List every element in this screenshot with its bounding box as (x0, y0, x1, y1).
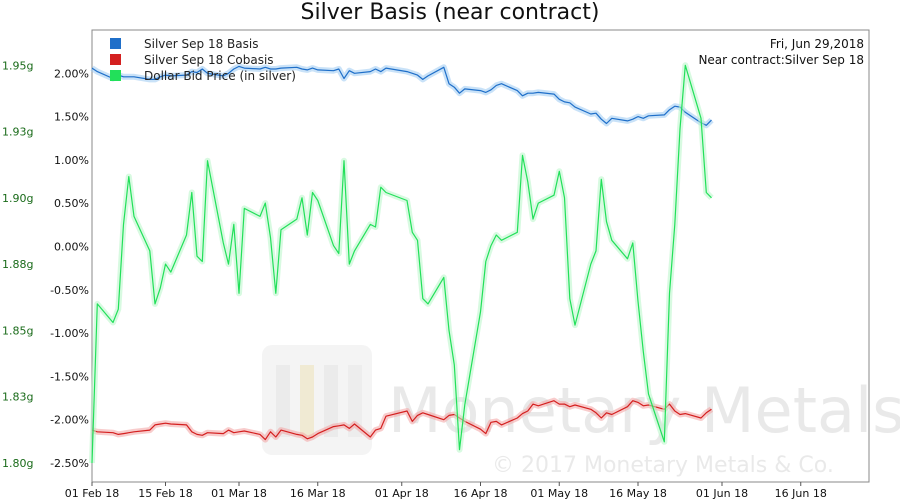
percent-tick-label: -2.50% (50, 457, 89, 470)
legend-item-dollar-bid: Dollar Bid Price (in silver) (144, 69, 296, 83)
x-tick-label: 16 May 18 (609, 487, 667, 500)
legend-item-cobasis: Silver Sep 18 Cobasis (144, 53, 274, 67)
legend-swatch-basis (110, 38, 121, 49)
basis-line (91, 65, 712, 126)
annotation-contract: Near contract:Silver Sep 18 (698, 53, 864, 67)
legend: Silver Sep 18 Basis Silver Sep 18 Cobasi… (110, 37, 296, 83)
percent-tick-label: 1.50% (54, 111, 89, 124)
x-tick-label: 15 Feb 18 (138, 487, 192, 500)
watermark-copyright: © 2017 Monetary Metals & Co. (492, 453, 834, 478)
x-tick-label: 16 Mar 18 (290, 487, 346, 500)
left-tick-label: 1.80g (2, 457, 33, 470)
watermark-logo-icon (262, 345, 372, 455)
annotation-date: Fri, Jun 29,2018 (770, 37, 864, 51)
percent-tick-label: 1.00% (54, 154, 89, 167)
left-tick-label: 1.95g (2, 59, 33, 72)
legend-swatch-cobasis (110, 54, 121, 65)
legend-item-basis: Silver Sep 18 Basis (144, 37, 258, 51)
x-tick-label: 01 Apr 18 (375, 487, 429, 500)
left-tick-label: 1.90g (2, 192, 33, 205)
percent-tick-label: -1.50% (50, 370, 89, 383)
watermark: Monetary Metals © 2017 Monetary Metals &… (262, 345, 900, 478)
x-axis: 01 Feb 18 15 Feb 18 01 Mar 18 16 Mar 18 01 A… (65, 482, 827, 500)
x-tick-label: 16 Apr 18 (453, 487, 507, 500)
percent-tick-label: 2.00% (54, 67, 89, 80)
cobasis-line (91, 400, 712, 441)
left-tick-label: 1.93g (2, 126, 33, 139)
x-tick-label: 01 May 18 (530, 487, 588, 500)
x-tick-label: 01 Jun 18 (696, 487, 748, 500)
percent-tick-label: 0.50% (54, 197, 89, 210)
x-tick-label: 01 Mar 18 (211, 487, 267, 500)
x-tick-label: 16 Jun 18 (775, 487, 827, 500)
percent-tick-label: -2.00% (50, 414, 89, 427)
left-tick-label: 1.85g (2, 324, 33, 337)
x-tick-label: 01 Feb 18 (65, 487, 119, 500)
right-axis: 2.00% 1.50% 1.00% 0.50% 0.00% -0.50% -1.00% -1.… (50, 67, 89, 470)
left-axis: 1.95g 1.93g 1.90g 1.88g 1.85g 1.83g 1.80g (2, 59, 33, 470)
left-tick-label: 1.88g (2, 258, 33, 271)
percent-tick-label: 0.00% (54, 241, 89, 254)
series-layer (89, 62, 714, 464)
percent-tick-label: -0.50% (50, 284, 89, 297)
legend-swatch-dollar-bid (110, 70, 121, 81)
watermark-brand: Monetary Metals (388, 374, 900, 447)
chart-title: Silver Basis (near contract) (301, 0, 600, 25)
dollar-bid-line (91, 64, 712, 464)
left-tick-label: 1.83g (2, 391, 33, 404)
percent-tick-label: -1.00% (50, 327, 89, 340)
